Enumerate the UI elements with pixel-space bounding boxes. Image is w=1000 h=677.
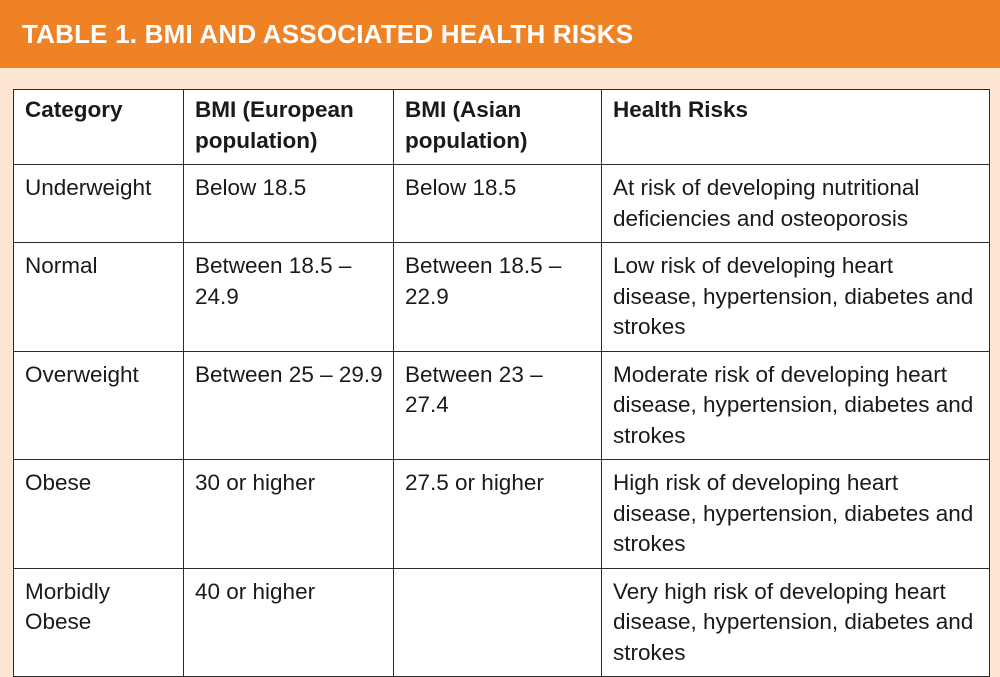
cell-bmi-european: 40 or higher [183, 567, 394, 677]
table-title: TABLE 1. BMI AND ASSOCIATED HEALTH RISKS [22, 18, 634, 49]
cell-bmi-european: 30 or higher [183, 459, 394, 569]
cell-bmi-asian: Between 18.5 – 22.9 [393, 242, 602, 352]
cell-bmi-asian [393, 567, 602, 677]
cell-category: Normal [13, 242, 184, 352]
cell-bmi-european: Between 25 – 29.9 [183, 350, 394, 460]
cell-health-risks: At risk of developing nutritional defici… [601, 164, 990, 243]
table-row: Underweight Below 18.5 Below 18.5 At ris… [13, 164, 990, 243]
cell-bmi-asian: 27.5 or higher [393, 459, 602, 569]
cell-bmi-asian: Below 18.5 [393, 164, 602, 243]
cell-category: Overweight [13, 350, 184, 460]
table-row: Obese 30 or higher 27.5 or higher High r… [13, 459, 990, 569]
table-container: Category BMI (European population) BMI (… [13, 89, 990, 677]
cell-bmi-asian: Between 23 – 27.4 [393, 350, 602, 460]
table-title-banner: TABLE 1. BMI AND ASSOCIATED HEALTH RISKS [0, 0, 1000, 68]
column-header-category: Category [13, 89, 184, 165]
column-header-bmi-asian: BMI (Asian population) [393, 89, 602, 165]
cell-health-risks: Moderate risk of developing heart diseas… [601, 350, 990, 460]
table-row: Overweight Between 25 – 29.9 Between 23 … [13, 350, 990, 460]
table-row: Normal Between 18.5 – 24.9 Between 18.5 … [13, 242, 990, 352]
table-row: Morbidly Obese 40 or higher Very high ri… [13, 567, 990, 677]
cell-health-risks: Low risk of developing heart disease, hy… [601, 242, 990, 352]
cell-bmi-european: Below 18.5 [183, 164, 394, 243]
cell-category: Obese [13, 459, 184, 569]
column-header-health-risks: Health Risks [601, 89, 990, 165]
cell-bmi-european: Between 18.5 – 24.9 [183, 242, 394, 352]
column-header-bmi-european: BMI (European population) [183, 89, 394, 165]
bmi-table: Category BMI (European population) BMI (… [13, 89, 990, 677]
cell-category: Morbidly Obese [13, 567, 184, 677]
cell-health-risks: Very high risk of developing heart disea… [601, 567, 990, 677]
cell-health-risks: High risk of developing heart disease, h… [601, 459, 990, 569]
table-header-row: Category BMI (European population) BMI (… [13, 89, 990, 165]
cell-category: Underweight [13, 164, 184, 243]
